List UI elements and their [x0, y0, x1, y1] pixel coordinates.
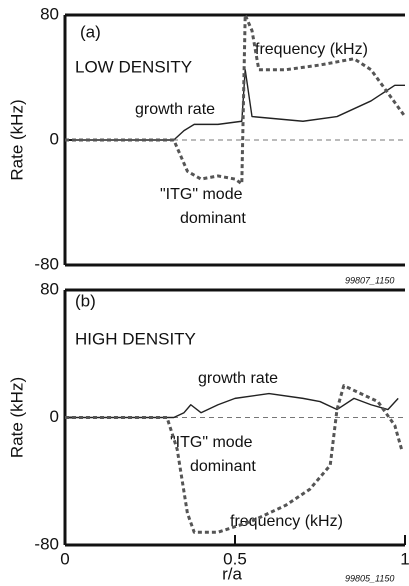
y-axis-label: Rate (kHz) — [7, 99, 26, 180]
annotation: growth rate — [198, 370, 278, 387]
series-line — [65, 392, 399, 419]
y-tick-label: 80 — [40, 279, 59, 298]
x-tick-label: 0 — [60, 549, 69, 568]
series-line — [65, 384, 404, 534]
series-line — [65, 68, 405, 141]
figure-id: 99805_1150 — [345, 573, 394, 583]
annotation: growth rate — [135, 101, 215, 118]
annotation: "ITG" mode — [160, 186, 243, 203]
y-tick-label: 0 — [50, 407, 59, 426]
y-tick-label: -80 — [34, 534, 59, 553]
annotation: "ITG" mode — [170, 434, 253, 451]
x-axis-label: r/a — [222, 564, 242, 583]
y-tick-label: 0 — [50, 129, 59, 148]
x-tick-label: 0.5 — [223, 549, 247, 568]
annotation: frequency (kHz) — [255, 41, 368, 58]
x-tick-label: 1 — [400, 549, 409, 568]
panel-label: (a) — [80, 22, 101, 41]
annotation: dominant — [180, 210, 246, 227]
y-axis-label: Rate (kHz) — [7, 377, 26, 458]
y-tick-label: -80 — [34, 254, 59, 273]
y-tick-label: 80 — [40, 4, 59, 23]
panel-heading: HIGH DENSITY — [75, 329, 196, 348]
figure-id: 99807_1150 — [345, 275, 394, 285]
panel-label: (b) — [75, 291, 96, 310]
series-line — [65, 13, 407, 186]
panel-heading: LOW DENSITY — [75, 57, 192, 76]
annotation: dominant — [190, 458, 256, 475]
